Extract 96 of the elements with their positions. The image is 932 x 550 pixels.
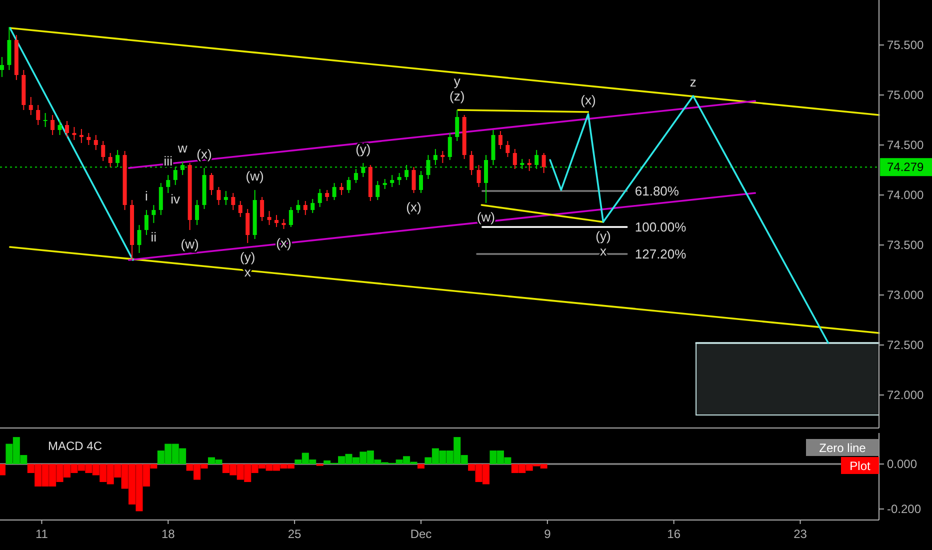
candlestick — [390, 174, 394, 188]
candlestick — [382, 178, 387, 190]
x-tick-label: 18 — [161, 527, 176, 541]
y-tick-label: 75.000 — [887, 88, 924, 102]
annotation: (y) — [240, 250, 256, 264]
annotation: ii — [150, 230, 157, 244]
candlestick — [325, 190, 330, 202]
candlestick — [418, 170, 423, 194]
candlestick — [296, 200, 300, 214]
candlestick — [195, 200, 200, 226]
candlestick — [101, 140, 106, 162]
annotation: (x) — [406, 200, 422, 214]
candlestick — [303, 200, 308, 216]
candlestick — [498, 130, 502, 150]
x-tick-label: Dec — [410, 527, 432, 541]
candlestick — [246, 208, 250, 244]
candlestick — [527, 158, 532, 172]
candlestick — [36, 104, 40, 126]
candlestick — [238, 200, 242, 218]
candlestick — [310, 198, 315, 214]
x-tick-label: 16 — [667, 527, 681, 541]
annotation: (w) — [246, 168, 264, 184]
candlestick — [144, 210, 148, 236]
y-tick-label: 72.500 — [887, 338, 924, 352]
candlestick — [376, 180, 380, 200]
candlestick — [166, 174, 170, 194]
y-tick-label: 74.000 — [887, 188, 924, 202]
candlestick — [440, 150, 445, 164]
y-tick-label: 73.500 — [887, 238, 924, 252]
candlestick — [72, 126, 76, 140]
annotation: (z) — [450, 88, 465, 104]
candlestick — [43, 112, 48, 128]
candlestick — [332, 182, 336, 200]
candlestick — [506, 140, 510, 158]
annotation: 61.80% — [634, 184, 680, 198]
candlestick — [542, 152, 546, 174]
x-tick-label: 23 — [794, 527, 808, 541]
candlestick — [65, 120, 69, 138]
candlestick — [209, 172, 214, 196]
series-label: Zero line — [819, 441, 866, 455]
bar — [417, 464, 424, 469]
candlestick — [318, 188, 322, 208]
candlestick — [340, 182, 344, 196]
candlestick — [50, 114, 55, 136]
candlestick — [86, 132, 91, 146]
candlestick — [412, 166, 416, 194]
y-tick-label: 73.000 — [887, 288, 924, 302]
x-tick-label: 11 — [35, 527, 48, 541]
candlestick — [288, 206, 293, 228]
candlestick — [216, 186, 221, 206]
annotation: (w) — [476, 210, 496, 224]
annotation: iv — [170, 192, 181, 206]
candlestick — [137, 224, 142, 254]
annotation: (w) — [180, 236, 199, 252]
annotation: (y) — [596, 228, 611, 244]
y-tick-label: -0.200 — [887, 502, 922, 516]
candlestick — [231, 192, 236, 210]
candlestick — [224, 190, 228, 206]
candlestick — [267, 210, 272, 226]
candlestick — [397, 172, 402, 186]
y-tick-label: 0.000 — [887, 457, 918, 472]
candlestick — [158, 182, 163, 216]
candlestick — [346, 176, 351, 194]
y-tick-label: 72.000 — [887, 388, 924, 402]
candlestick — [94, 134, 98, 150]
candlestick — [28, 96, 33, 116]
candlestick — [455, 110, 460, 142]
candlestick — [58, 120, 62, 136]
annotation: y — [454, 74, 461, 88]
candlestick — [476, 164, 481, 188]
candlestick — [470, 150, 474, 176]
candlestick — [448, 132, 452, 160]
text: Plot — [850, 459, 871, 473]
annotation: 127.20% — [634, 246, 687, 262]
text: MACD 4C — [48, 439, 102, 453]
x-tick-label: 25 — [288, 527, 302, 541]
candlestick — [79, 128, 84, 144]
annotation: w — [176, 140, 188, 156]
candlestick — [0, 56, 4, 78]
x-tick-label: 9 — [544, 527, 552, 541]
annotation: (x) — [196, 146, 212, 162]
candlestick — [108, 152, 112, 168]
candlestick — [484, 154, 488, 204]
candlestick — [260, 196, 264, 222]
ref-line-label: 74.279 — [887, 160, 924, 174]
y-tick-label: 74.500 — [887, 138, 924, 152]
candlestick — [282, 218, 286, 230]
annotation: 100.00% — [634, 220, 687, 234]
candlestick — [512, 148, 517, 170]
annotation: i — [145, 188, 148, 204]
annotation: (y) — [356, 142, 371, 156]
annotation: z — [690, 74, 696, 90]
y-tick-label: 75.500 — [887, 38, 924, 52]
annotation: (x) — [580, 92, 596, 108]
candlestick — [274, 214, 279, 228]
candlestick — [152, 204, 156, 224]
